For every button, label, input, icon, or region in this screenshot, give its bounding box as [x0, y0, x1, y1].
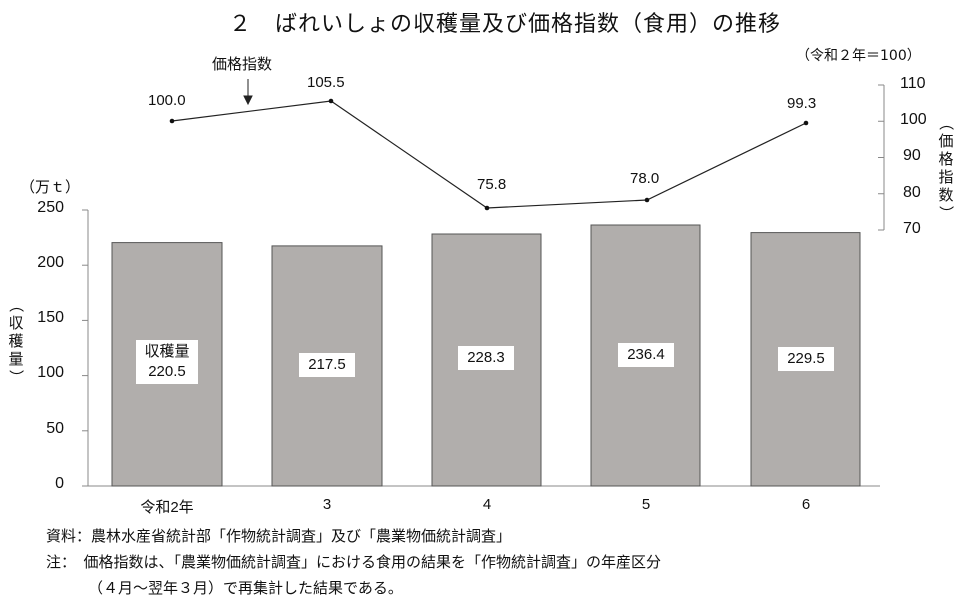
x-category: 3	[322, 496, 332, 513]
price-index-line	[169, 98, 809, 211]
bar-value-label: 229.5	[778, 347, 834, 371]
note-line-2: （４月～翌年３月）で再集計した結果である。	[88, 579, 403, 597]
right-axis-unit: （令和２年＝100）	[796, 48, 921, 64]
source-note: 資料：農林水産省統計部「作物統計調査」及び「農業物価統計調査」	[46, 527, 512, 545]
left-tick: 250	[37, 199, 64, 216]
left-tick: 50	[46, 420, 64, 437]
left-tick: 150	[37, 309, 64, 326]
left-axis-label: （ 収 穫 量 ）	[7, 297, 25, 385]
price-index-label: 99.3	[787, 95, 817, 112]
note-line-1: 注： 価格指数は、「農業物価統計調査」における食用の結果を「作物統計調査」の年産…	[46, 553, 662, 571]
x-category: 5	[641, 496, 651, 513]
left-axis-unit: （万ｔ）	[20, 178, 81, 196]
price-index-label: 105.5	[307, 74, 345, 91]
bar-value-label: 収穫量 220.5	[136, 340, 198, 384]
chart-title: ２ ばれいしょの収穫量及び価格指数（食用）の推移	[228, 12, 781, 37]
right-axis	[878, 84, 885, 231]
right-tick: 90	[903, 147, 921, 164]
price-index-label: 75.8	[477, 176, 507, 193]
bar-value-label: 217.5	[299, 353, 355, 377]
price-index-annotation: 価格指数	[212, 56, 273, 73]
price-index-label: 100.0	[148, 92, 186, 109]
bar-value-label: 228.3	[458, 346, 514, 370]
right-tick: 110	[900, 75, 926, 92]
left-tick: 100	[37, 364, 64, 381]
right-tick: 100	[900, 111, 927, 128]
x-category: 6	[801, 496, 811, 513]
left-tick: 0	[55, 475, 64, 492]
right-axis-label: （ 価 格 指 数 ）	[937, 115, 955, 221]
bar-value-label: 236.4	[618, 343, 674, 367]
left-tick: 200	[37, 254, 64, 271]
x-category: 令和2年	[140, 499, 194, 516]
right-tick: 80	[903, 184, 921, 201]
x-category: 4	[482, 496, 492, 513]
right-tick: 70	[903, 220, 921, 237]
down-arrow-icon	[243, 79, 253, 106]
price-index-label: 78.0	[630, 170, 660, 187]
